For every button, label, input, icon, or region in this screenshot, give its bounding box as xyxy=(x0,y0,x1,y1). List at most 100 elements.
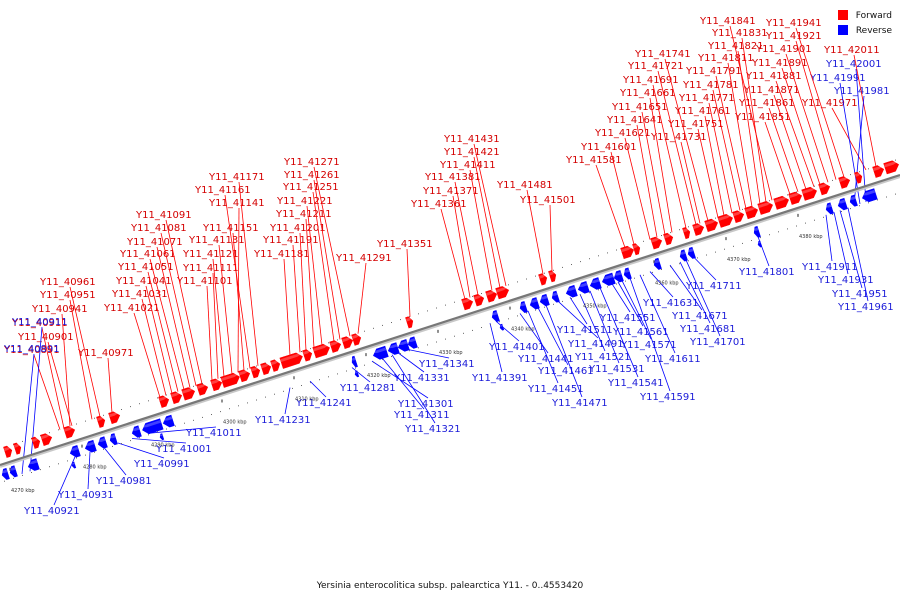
forward-gene-arrow[interactable] xyxy=(461,296,475,311)
reverse-gene-label[interactable]: Y11_41951 xyxy=(831,289,888,300)
reverse-gene-label[interactable]: Y11_41571 xyxy=(620,340,677,351)
reverse-gene-label[interactable]: Y11_40891 xyxy=(3,344,60,355)
forward-gene-label[interactable]: Y11_41881 xyxy=(745,71,802,82)
forward-gene-arrow[interactable] xyxy=(883,159,900,175)
reverse-gene-arrow[interactable] xyxy=(407,336,418,350)
reverse-gene-label[interactable]: Y11_41451 xyxy=(527,384,584,395)
forward-gene-arrow[interactable] xyxy=(351,333,363,346)
reverse-gene-label[interactable]: Y11_42001 xyxy=(825,59,882,70)
forward-gene-arrow[interactable] xyxy=(663,232,675,246)
forward-gene-label[interactable]: Y11_41171 xyxy=(208,172,265,183)
forward-gene-label[interactable]: Y11_41921 xyxy=(765,31,822,42)
forward-gene-label[interactable]: Y11_41731 xyxy=(650,132,707,143)
forward-gene-label[interactable]: Y11_41901 xyxy=(755,44,812,55)
forward-gene-label[interactable]: Y11_41601 xyxy=(580,142,637,153)
reverse-gene-label[interactable]: Y11_41991 xyxy=(809,73,866,84)
forward-gene-label[interactable]: Y11_41161 xyxy=(194,185,251,196)
forward-gene-label[interactable]: Y11_41781 xyxy=(682,80,739,91)
forward-gene-label[interactable]: Y11_41121 xyxy=(182,249,239,260)
forward-gene-label[interactable]: Y11_40941 xyxy=(31,304,88,315)
forward-gene-label[interactable]: Y11_41211 xyxy=(275,209,332,220)
forward-gene-label[interactable]: Y11_41641 xyxy=(606,115,663,126)
reverse-gene-label[interactable]: Y11_41931 xyxy=(817,275,874,286)
forward-gene-arrow[interactable] xyxy=(250,365,262,379)
reverse-gene-label[interactable]: Y11_41341 xyxy=(418,359,475,370)
forward-gene-arrow[interactable] xyxy=(210,377,224,392)
reverse-gene-arrow[interactable] xyxy=(686,246,696,259)
reverse-gene-label[interactable]: Y11_41461 xyxy=(537,366,594,377)
reverse-gene-label[interactable]: Y11_41321 xyxy=(404,424,461,435)
forward-gene-arrow[interactable] xyxy=(838,175,852,189)
forward-gene-label[interactable]: Y11_41851 xyxy=(734,112,791,123)
reverse-gene-arrow[interactable] xyxy=(71,461,77,469)
reverse-gene-arrow[interactable] xyxy=(27,458,40,473)
forward-gene-label[interactable]: Y11_41861 xyxy=(738,98,795,109)
reverse-gene-label[interactable]: Y11_41471 xyxy=(551,398,608,409)
forward-gene-label[interactable]: Y11_41661 xyxy=(619,88,676,99)
forward-gene-label[interactable]: Y11_41371 xyxy=(422,186,479,197)
reverse-gene-label[interactable]: Y11_41801 xyxy=(738,267,795,278)
reverse-gene-label[interactable]: Y11_41511 xyxy=(556,325,613,336)
forward-gene-arrow[interactable] xyxy=(341,335,355,349)
reverse-gene-arrow[interactable] xyxy=(622,267,632,280)
reverse-gene-label[interactable]: Y11_41711 xyxy=(685,281,742,292)
forward-gene-label[interactable]: Y11_41481 xyxy=(496,180,553,191)
reverse-gene-arrow[interactable] xyxy=(565,284,578,299)
reverse-gene-arrow[interactable] xyxy=(499,323,505,331)
reverse-gene-label[interactable]: Y11_40981 xyxy=(95,476,152,487)
forward-gene-label[interactable]: Y11_41411 xyxy=(439,160,496,171)
forward-gene-arrow[interactable] xyxy=(260,362,273,376)
reverse-gene-label[interactable]: Y11_41531 xyxy=(588,364,645,375)
forward-gene-label[interactable]: Y11_41651 xyxy=(611,102,668,113)
reverse-gene-arrow[interactable] xyxy=(397,339,410,353)
reverse-gene-label[interactable]: Y11_41671 xyxy=(671,311,728,322)
forward-gene-arrow[interactable] xyxy=(495,285,511,300)
reverse-gene-arrow[interactable] xyxy=(84,439,97,454)
reverse-gene-arrow[interactable] xyxy=(518,301,528,313)
forward-gene-arrow[interactable] xyxy=(854,171,863,184)
forward-gene-label[interactable]: Y11_41431 xyxy=(443,134,500,145)
reverse-gene-arrow[interactable] xyxy=(678,249,688,262)
forward-gene-arrow[interactable] xyxy=(773,195,791,210)
reverse-gene-label[interactable]: Y11_41441 xyxy=(517,354,574,365)
forward-gene-arrow[interactable] xyxy=(682,226,691,240)
reverse-gene-arrow[interactable] xyxy=(589,277,602,292)
reverse-gene-arrow[interactable] xyxy=(848,194,858,207)
reverse-gene-arrow[interactable] xyxy=(131,425,142,439)
forward-gene-label[interactable]: Y11_41261 xyxy=(283,170,340,181)
reverse-gene-arrow[interactable] xyxy=(69,445,81,458)
reverse-gene-label[interactable]: Y11_41701 xyxy=(689,337,746,348)
forward-gene-label[interactable]: Y11_40901 xyxy=(17,332,74,343)
forward-gene-arrow[interactable] xyxy=(329,339,343,353)
forward-gene-label[interactable]: Y11_41841 xyxy=(699,16,756,27)
reverse-gene-arrow[interactable] xyxy=(539,293,550,307)
forward-gene-arrow[interactable] xyxy=(473,293,486,307)
forward-gene-arrow[interactable] xyxy=(238,368,252,383)
reverse-gene-label[interactable]: Y11_41391 xyxy=(471,373,528,384)
reverse-gene-label[interactable]: Y11_41521 xyxy=(574,352,631,363)
reverse-gene-label[interactable]: Y11_40991 xyxy=(133,459,190,470)
reverse-gene-label[interactable]: Y11_41551 xyxy=(599,313,656,324)
forward-gene-label[interactable]: Y11_41031 xyxy=(111,289,168,300)
forward-gene-arrow[interactable] xyxy=(108,410,122,425)
reverse-gene-label[interactable]: Y11_41631 xyxy=(642,298,699,309)
forward-gene-label[interactable]: Y11_41271 xyxy=(283,157,340,168)
reverse-gene-arrow[interactable] xyxy=(8,465,18,478)
forward-gene-arrow[interactable] xyxy=(220,372,242,388)
forward-gene-label[interactable]: Y11_42011 xyxy=(823,45,880,56)
forward-gene-label[interactable]: Y11_41791 xyxy=(685,66,742,77)
forward-gene-label[interactable]: Y11_40961 xyxy=(39,277,96,288)
forward-gene-label[interactable]: Y11_41771 xyxy=(678,93,735,104)
reverse-gene-arrow[interactable] xyxy=(837,197,848,211)
forward-gene-label[interactable]: Y11_41761 xyxy=(674,106,731,117)
forward-gene-arrow[interactable] xyxy=(3,445,13,458)
reverse-gene-arrow[interactable] xyxy=(97,436,108,450)
forward-gene-label[interactable]: Y11_41891 xyxy=(751,58,808,69)
reverse-gene-arrow[interactable] xyxy=(387,342,400,357)
forward-gene-label[interactable]: Y11_41581 xyxy=(565,155,622,166)
forward-gene-label[interactable]: Y11_41061 xyxy=(119,249,176,260)
forward-gene-label[interactable]: Y11_41421 xyxy=(443,147,500,158)
reverse-gene-label[interactable]: Y11_41561 xyxy=(612,327,669,338)
reverse-gene-label[interactable]: Y11_41401 xyxy=(488,342,545,353)
forward-gene-label[interactable]: Y11_41181 xyxy=(253,249,310,260)
